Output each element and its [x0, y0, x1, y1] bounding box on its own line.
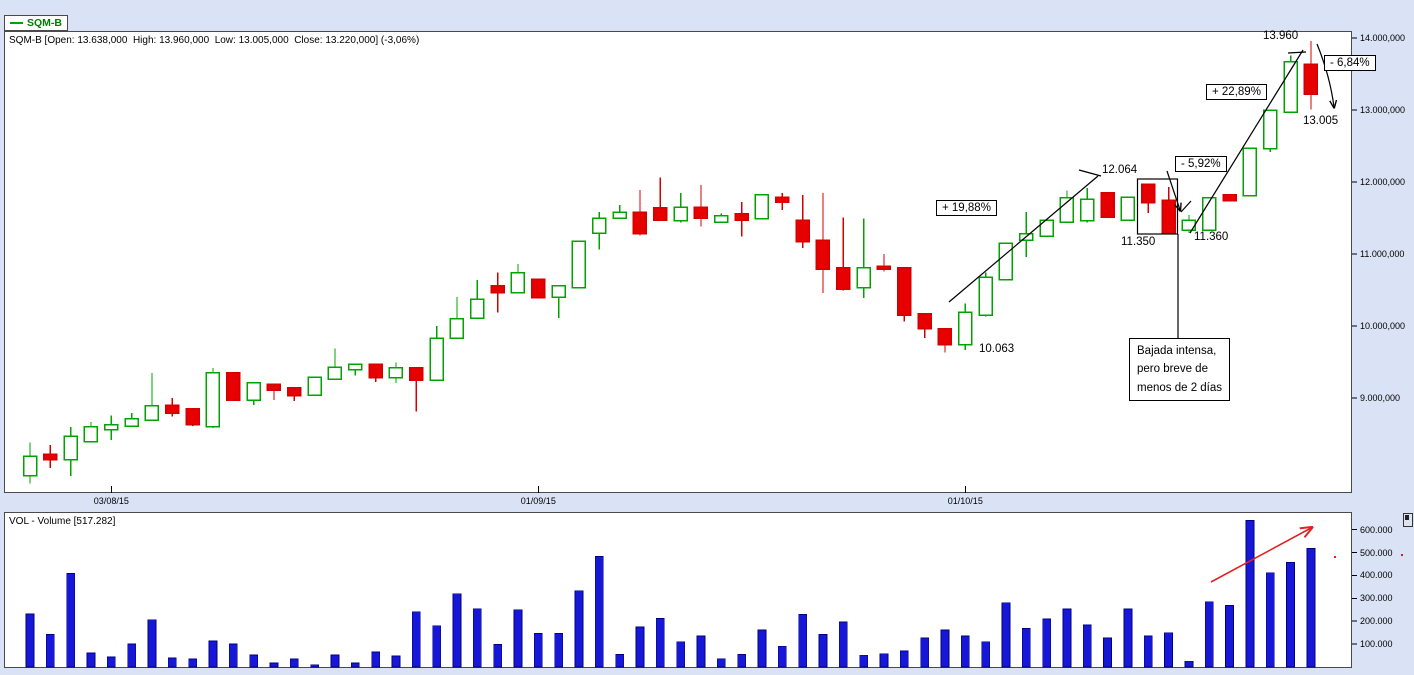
annotation-value-12064: 12.064: [1102, 164, 1138, 176]
volume-chart-header: VOL - Volume [517.282]: [9, 516, 116, 527]
annotation-value-11350: 11.350: [1121, 236, 1156, 248]
volume-axis-label: 200.000: [1360, 616, 1393, 627]
volume-chart-panel: VOL - Volume [517.282]: [4, 512, 1352, 668]
red-dot-mark: [1401, 554, 1403, 556]
annotation-value-11360: 11.360: [1194, 231, 1229, 243]
annotation-pct-up-2: + 22,89%: [1206, 84, 1267, 100]
volume-axis-label: 500.000: [1360, 547, 1393, 558]
annotation-pct-up-1: + 19,88%: [936, 200, 997, 216]
date-axis-label: 03/08/15: [93, 496, 129, 506]
annotation-pct-down-1: - 5,92%: [1175, 156, 1227, 172]
volume-axis-label: 300.000: [1360, 593, 1393, 604]
volume-panel-button[interactable]: [1403, 513, 1413, 527]
annotation-value-10063: 10.063: [979, 343, 1015, 355]
annotation-value-13005: 13.005: [1303, 115, 1339, 127]
annotation-pct-down-2: - 6,84%: [1324, 55, 1376, 71]
annotation-note-box: Bajada intensa, pero breve de menos de 2…: [1129, 338, 1231, 402]
volume-axis-label: 100.000: [1360, 639, 1393, 650]
series-legend-label: SQM-B: [27, 17, 62, 29]
price-axis-label: 11.000,000: [1360, 249, 1405, 259]
price-chart-header: SQM-B [Open: 13.638,000 High: 13.960,000…: [9, 35, 420, 46]
annotation-value-13960: 13.960: [1263, 30, 1299, 42]
date-axis-label: 01/09/15: [520, 496, 556, 506]
date-axis-label: 01/10/15: [947, 496, 983, 506]
price-axis-label: 13.000,000: [1360, 105, 1406, 115]
volume-axis-label: 400.000: [1360, 570, 1393, 581]
series-color-dash-icon: [10, 22, 23, 24]
price-axis-label: 14.000,000: [1360, 33, 1406, 43]
price-axis-label: 9.000,000: [1360, 393, 1401, 403]
red-dot-mark: [1334, 556, 1336, 558]
price-chart-panel: SQM-B [Open: 13.638,000 High: 13.960,000…: [4, 31, 1352, 493]
volume-axis-label: 600.000: [1360, 524, 1393, 535]
series-legend: SQM-B: [4, 15, 68, 31]
price-axis-label: 12.000,000: [1360, 177, 1406, 187]
price-axis-label: 10.000,000: [1360, 321, 1406, 331]
